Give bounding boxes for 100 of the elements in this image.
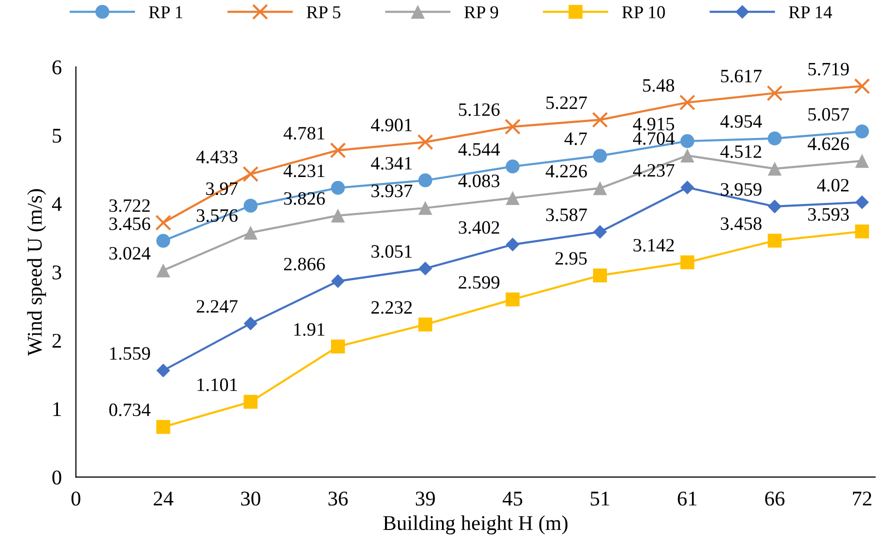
data-label: 3.959	[720, 183, 762, 196]
point	[156, 263, 170, 278]
x-tick-label: 36	[328, 492, 348, 506]
point	[504, 118, 521, 135]
y-tick-label: 0	[52, 470, 62, 485]
point	[855, 224, 869, 238]
point	[506, 238, 520, 252]
point	[593, 268, 607, 282]
data-label: 4.544	[458, 143, 500, 156]
point	[680, 148, 694, 162]
data-label: 4.901	[370, 118, 412, 132]
data-label: 3.826	[284, 192, 325, 205]
legend-label: RP 9	[464, 6, 498, 18]
data-label: 4.231	[284, 164, 324, 178]
y-tick-label: 6	[52, 60, 62, 74]
data-label: 0.734	[109, 404, 150, 416]
point	[156, 420, 170, 434]
data-label: 3.937	[372, 184, 412, 198]
point	[418, 201, 432, 215]
legend-label: RP 10	[622, 6, 665, 18]
x-axis-title: Building height H (m)	[383, 515, 568, 534]
x-tick-label: 61	[678, 492, 697, 506]
point	[506, 160, 520, 174]
point	[768, 132, 782, 146]
point	[854, 78, 870, 94]
point	[593, 225, 607, 239]
x-tick-label: 0	[71, 492, 80, 506]
point	[855, 195, 869, 210]
legend-label: RP 1	[148, 6, 182, 18]
point	[155, 214, 172, 231]
point	[242, 166, 259, 182]
point	[506, 191, 520, 205]
data-label: 5.057	[808, 108, 849, 121]
data-label: 4.226	[546, 164, 587, 178]
point	[244, 394, 258, 409]
data-label: 3.051	[372, 245, 412, 258]
data-label: 4.626	[808, 138, 849, 150]
point	[417, 134, 434, 150]
point	[331, 180, 345, 195]
data-label: 4.237	[633, 164, 674, 177]
point	[244, 226, 258, 240]
x-tick-label: 39	[416, 492, 435, 506]
data-label: 5.126	[459, 103, 500, 116]
point	[244, 316, 258, 330]
data-label: 3.456	[109, 218, 150, 230]
data-label: 3.722	[109, 199, 150, 212]
point	[768, 162, 782, 176]
point	[855, 154, 869, 168]
point	[156, 364, 170, 378]
x-tick-label: 45	[502, 492, 522, 506]
legend-label: RP 5	[306, 6, 340, 18]
point	[768, 200, 782, 214]
data-label: 4.7	[564, 132, 587, 146]
data-label: 5.227	[546, 96, 587, 110]
data-label: 3.024	[109, 246, 150, 260]
data-label: 1.559	[110, 347, 150, 360]
x-tick-label: 24	[154, 492, 174, 506]
data-label: 3.402	[458, 221, 500, 234]
data-label: 4.512	[720, 145, 762, 158]
point	[768, 234, 782, 248]
data-label: 3.587	[546, 208, 587, 222]
data-label: 4.781	[284, 126, 324, 140]
x-tick-label: 66	[765, 492, 784, 506]
y-tick-label: 3	[52, 265, 62, 280]
x-tick-label: 51	[590, 492, 610, 506]
data-label: 4.915	[633, 118, 674, 130]
point	[679, 94, 696, 110]
point	[156, 234, 170, 248]
data-label: 3.593	[808, 208, 849, 221]
point	[680, 255, 694, 270]
y-tick-label: 4	[52, 197, 62, 211]
data-label: 2.866	[284, 258, 325, 271]
point	[331, 274, 345, 288]
point	[331, 208, 345, 223]
data-label: 1.101	[198, 378, 237, 392]
point	[418, 318, 432, 332]
data-label: 1.91	[294, 323, 324, 336]
data-label: 4.954	[720, 115, 762, 128]
point	[418, 173, 432, 188]
y-tick-label: 2	[52, 334, 61, 348]
point	[592, 112, 608, 128]
point	[766, 85, 783, 102]
point	[680, 180, 694, 194]
data-label: 2.247	[196, 300, 238, 313]
data-label: 5.48	[643, 79, 674, 92]
data-label: 4.341	[370, 157, 412, 170]
legend-label: RP 14	[788, 6, 832, 18]
y-tick-label: 1	[53, 402, 61, 416]
data-label: 4.083	[458, 174, 500, 188]
data-label: 3.142	[634, 238, 674, 252]
data-label: 5.617	[721, 70, 762, 82]
data-label: 3.458	[720, 217, 762, 230]
point	[418, 262, 432, 276]
point	[855, 124, 869, 138]
point	[331, 340, 345, 354]
y-tick-label: 5	[52, 128, 62, 143]
x-tick-label: 72	[852, 492, 872, 506]
point	[593, 148, 607, 163]
y-axis-title: Wind speed U (m/s)	[27, 189, 46, 356]
data-label: 4.02	[817, 178, 849, 192]
